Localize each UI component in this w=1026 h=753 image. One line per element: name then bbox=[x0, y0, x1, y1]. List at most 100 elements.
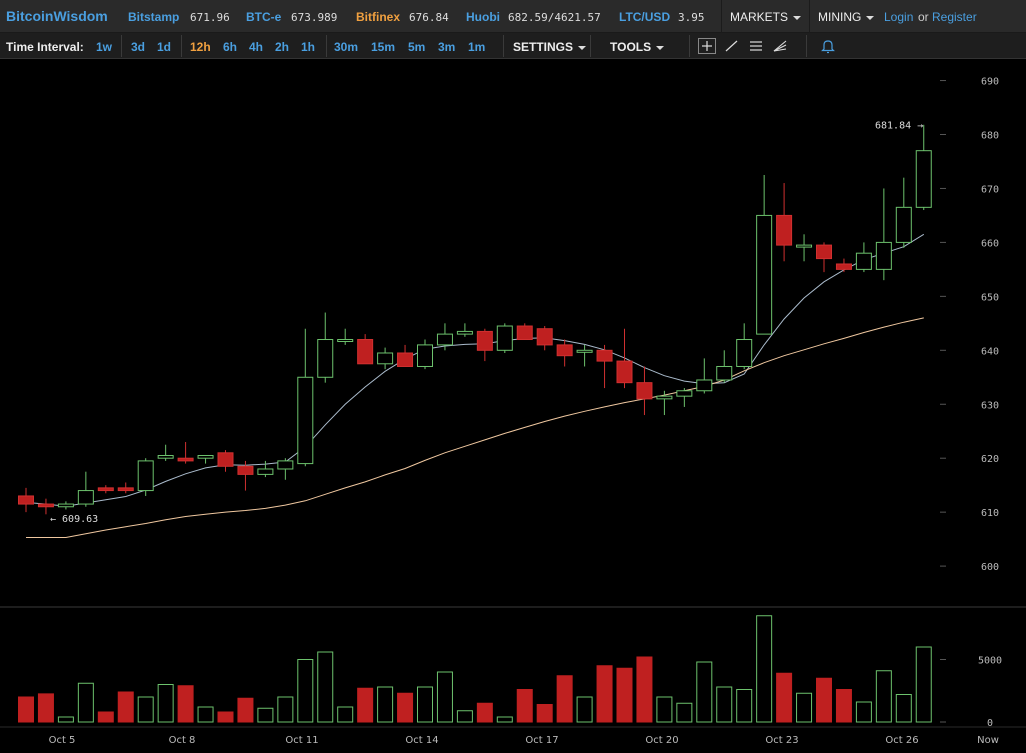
market-bitfinex[interactable]: Bitfinex bbox=[356, 10, 401, 24]
market-ltc-usd[interactable]: LTC/USD bbox=[619, 10, 671, 24]
interval-1m[interactable]: 1m bbox=[468, 40, 486, 54]
volume-bar bbox=[137, 696, 154, 723]
time-tick-label: Oct 23 bbox=[765, 735, 798, 746]
candle-body bbox=[436, 333, 453, 346]
volume-bar bbox=[97, 711, 114, 723]
candle-body bbox=[596, 349, 613, 362]
volume-bar bbox=[756, 615, 773, 723]
volume-bar bbox=[297, 659, 314, 723]
volume-bar bbox=[676, 702, 693, 723]
candle-body bbox=[816, 244, 832, 260]
chevron-down-icon bbox=[656, 45, 665, 50]
candle-body bbox=[237, 465, 254, 475]
volume-bar bbox=[37, 693, 54, 723]
price-tick-label: 670 bbox=[981, 184, 999, 195]
candle-body bbox=[117, 487, 134, 492]
volume-bar bbox=[217, 711, 234, 723]
interval-5m[interactable]: 5m bbox=[408, 40, 426, 54]
volume-bar bbox=[237, 697, 254, 723]
interval-1h[interactable]: 1h bbox=[301, 40, 316, 54]
mining-menu[interactable]: MINING bbox=[818, 10, 875, 24]
volume-bar bbox=[736, 689, 753, 723]
candle-body bbox=[77, 490, 94, 505]
moving-average-line bbox=[26, 317, 924, 538]
volume-bar bbox=[197, 706, 214, 723]
price-tick-label: 650 bbox=[981, 292, 999, 303]
interval-15m[interactable]: 15m bbox=[371, 40, 396, 54]
market-btce[interactable]: BTC-e bbox=[246, 10, 282, 24]
candle-body bbox=[915, 150, 932, 208]
candle-body bbox=[576, 349, 593, 353]
candle-body bbox=[696, 379, 713, 392]
volume-bar bbox=[157, 684, 174, 723]
candle-body bbox=[317, 339, 334, 378]
interval-3m[interactable]: 3m bbox=[438, 40, 456, 54]
candle-body bbox=[556, 344, 573, 357]
volume-bar bbox=[456, 710, 473, 723]
volume-tick-label: 0 bbox=[987, 718, 993, 729]
crosshair-icon[interactable] bbox=[698, 38, 716, 54]
candle-body bbox=[18, 495, 34, 505]
interval-1w[interactable]: 1w bbox=[96, 40, 113, 54]
login-link[interactable]: Login bbox=[884, 10, 914, 24]
price-ltc-usd: 3.95 bbox=[678, 11, 705, 24]
time-tick-label: Oct 5 bbox=[49, 735, 76, 746]
mining-menu-label: MINING bbox=[818, 10, 862, 24]
volume-bar bbox=[516, 689, 533, 723]
price-tick-label: 690 bbox=[981, 77, 999, 88]
volume-bar bbox=[716, 686, 733, 723]
volume-bar bbox=[277, 696, 294, 723]
top-bar bbox=[0, 0, 1026, 33]
menu-divider bbox=[721, 0, 722, 33]
interval-6h[interactable]: 6h bbox=[223, 40, 238, 54]
chevron-down-icon bbox=[793, 15, 802, 20]
toolbar-divider bbox=[590, 35, 591, 57]
volume-tick-label: 5000 bbox=[978, 656, 1002, 667]
price-tick-label: 660 bbox=[981, 238, 999, 249]
horizontal-lines-icon[interactable] bbox=[747, 38, 765, 54]
markets-menu[interactable]: MARKETS bbox=[730, 10, 802, 24]
line-draw-icon[interactable] bbox=[723, 38, 741, 54]
time-tick-label: Oct 26 bbox=[885, 735, 918, 746]
chevron-down-icon bbox=[866, 15, 875, 20]
time-tick-label: Oct 11 bbox=[285, 735, 318, 746]
tools-menu[interactable]: TOOLS bbox=[610, 40, 665, 54]
time-tick-label: Oct 17 bbox=[525, 735, 558, 746]
interval-1d[interactable]: 1d bbox=[157, 40, 172, 54]
time-tick-label: Oct 14 bbox=[405, 735, 438, 746]
candle-body bbox=[57, 503, 74, 508]
bell-icon[interactable] bbox=[819, 38, 837, 54]
volume-bar bbox=[357, 687, 374, 723]
volume-bar bbox=[556, 675, 573, 723]
high-price-label: 681.84 → bbox=[875, 121, 923, 132]
market-bitstamp[interactable]: Bitstamp bbox=[128, 10, 180, 24]
volume-bar bbox=[835, 689, 852, 723]
time-tick-label: Oct 8 bbox=[169, 735, 196, 746]
fan-icon[interactable] bbox=[771, 38, 789, 54]
interval-12h[interactable]: 12h bbox=[190, 40, 211, 54]
settings-menu[interactable]: SETTINGS bbox=[513, 40, 587, 54]
volume-bar bbox=[915, 646, 932, 723]
interval-30m[interactable]: 30m bbox=[334, 40, 359, 54]
volume-bar bbox=[417, 686, 433, 723]
price-tick-label: 630 bbox=[981, 400, 999, 411]
volume-bar bbox=[616, 667, 633, 723]
interval-2h[interactable]: 2h bbox=[275, 40, 290, 54]
price-bitfinex: 676.84 bbox=[409, 11, 449, 24]
volume-bar bbox=[636, 656, 653, 723]
candle-body bbox=[157, 455, 174, 459]
candle-body bbox=[835, 263, 852, 270]
price-chart[interactable]: 690 680 670 660 650 640 630 620 610 600 5000 0 Oct 5… bbox=[0, 60, 1026, 753]
brand-logo[interactable]: BitcoinWisdom bbox=[6, 8, 108, 24]
time-tick-label: Oct 20 bbox=[645, 735, 678, 746]
candle-body bbox=[217, 452, 234, 467]
volume-bar bbox=[696, 661, 713, 723]
volume-bar bbox=[496, 716, 513, 723]
market-huobi[interactable]: Huobi bbox=[466, 10, 500, 24]
volume-bar bbox=[476, 702, 493, 723]
register-link[interactable]: Register bbox=[932, 10, 977, 24]
interval-4h[interactable]: 4h bbox=[249, 40, 264, 54]
interval-3d[interactable]: 3d bbox=[131, 40, 146, 54]
candle-body bbox=[297, 376, 314, 465]
price-btce: 673.989 bbox=[291, 11, 338, 24]
